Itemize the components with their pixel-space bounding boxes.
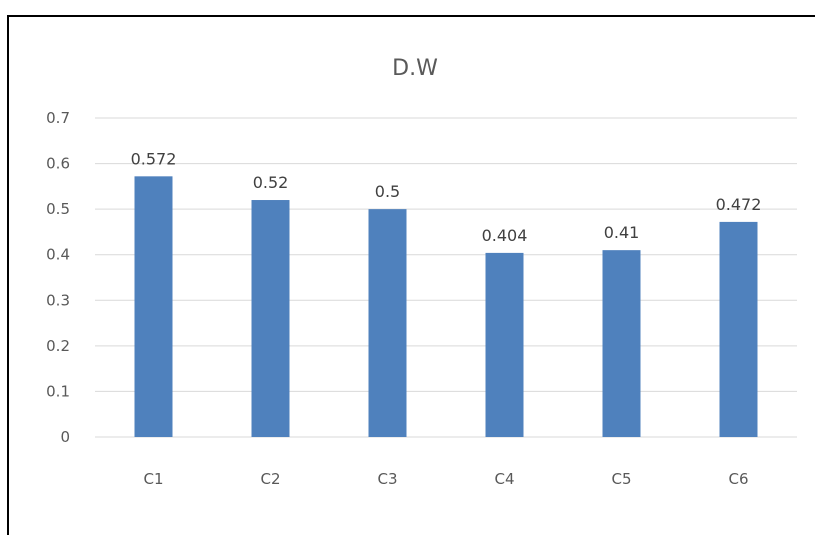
x-tick-label-c5: C5: [611, 470, 631, 488]
chart-title: D.W: [392, 56, 438, 81]
y-tick-label: 0.6: [46, 155, 70, 173]
bar-c5: [602, 250, 641, 437]
bar-c3: [368, 209, 407, 437]
x-tick-label-c1: C1: [143, 470, 163, 488]
data-label-c1: 0.572: [131, 149, 177, 168]
data-label-c4: 0.404: [482, 226, 528, 245]
bar-c1: [134, 176, 173, 437]
bar-c4: [485, 252, 524, 437]
x-axis-ticks: C1 C2 C3 C4 C5 C6: [143, 470, 748, 488]
bars: [134, 176, 758, 437]
chart-frame: [7, 15, 815, 535]
x-tick-label-c3: C3: [377, 470, 397, 488]
y-tick-label: 0: [60, 428, 70, 446]
bar-c6: [719, 221, 758, 437]
y-tick-label: 0.7: [46, 109, 70, 127]
y-tick-label: 0.2: [46, 337, 70, 355]
x-tick-label-c6: C6: [728, 470, 748, 488]
bar-c2: [251, 200, 290, 437]
y-tick-label: 0.3: [46, 291, 70, 309]
y-axis-ticks: 0 0.1 0.2 0.3 0.4 0.5 0.6 0.7: [46, 109, 70, 446]
data-label-c2: 0.52: [253, 173, 289, 192]
x-tick-label-c4: C4: [494, 470, 514, 488]
y-tick-label: 0.4: [46, 246, 70, 264]
data-label-c5: 0.41: [604, 223, 640, 242]
x-tick-label-c2: C2: [260, 470, 280, 488]
data-label-c3: 0.5: [375, 182, 400, 201]
y-tick-label: 0.1: [46, 382, 70, 400]
gridlines: [95, 117, 797, 438]
data-labels: 0.572 0.52 0.5 0.404 0.41 0.472: [131, 149, 762, 245]
y-tick-label: 0.5: [46, 200, 70, 218]
data-label-c6: 0.472: [716, 195, 762, 214]
